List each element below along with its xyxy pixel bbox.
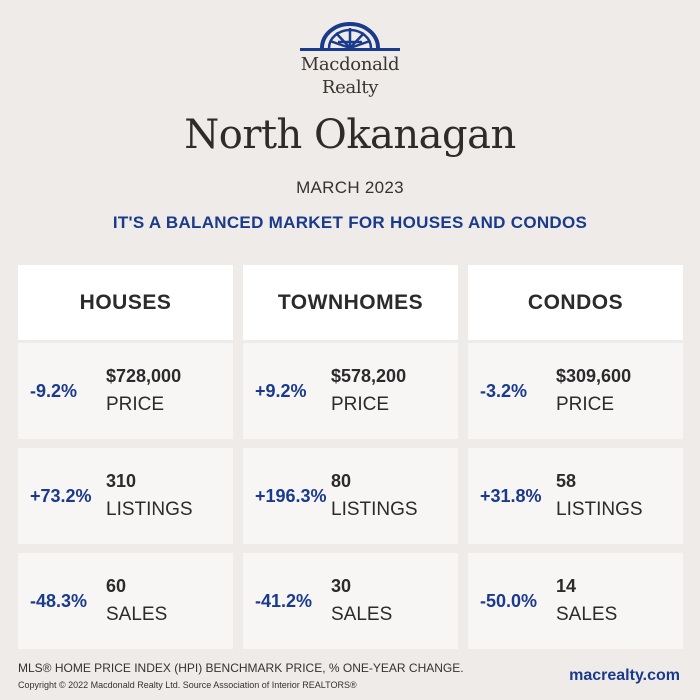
report-date: MARCH 2023 bbox=[296, 178, 404, 197]
change-percent: +196.3% bbox=[255, 485, 327, 506]
stat-value: $578,200 bbox=[331, 366, 407, 386]
column-heading: HOUSES bbox=[18, 265, 233, 340]
change-percent: -48.3% bbox=[30, 590, 88, 611]
stat-label: PRICE bbox=[556, 394, 615, 415]
stat-card-listings: +31.8% 58 LISTINGS bbox=[468, 448, 683, 544]
stat-card-price: -9.2% $728,000 PRICE bbox=[18, 343, 233, 439]
change-percent: -9.2% bbox=[30, 380, 78, 401]
column-heading: TOWNHOMES bbox=[243, 265, 458, 340]
stat-label: SALES bbox=[556, 604, 618, 625]
stat-card-listings: +73.2% 310 LISTINGS bbox=[18, 448, 233, 544]
change-percent: -3.2% bbox=[480, 380, 528, 401]
stat-label: LISTINGS bbox=[331, 499, 418, 520]
stat-value: 58 bbox=[556, 471, 577, 491]
page-title: North Okanagan bbox=[184, 112, 516, 158]
column-heading: CONDOS bbox=[468, 265, 683, 340]
stat-value: 30 bbox=[331, 576, 352, 596]
houses-column: HOUSES -9.2% $728,000 PRICE +73.2% 310 LIS… bbox=[18, 265, 233, 649]
stat-value: $309,600 bbox=[556, 366, 632, 386]
stat-label: PRICE bbox=[106, 394, 165, 415]
logo-text-line1: Macdonald bbox=[300, 54, 400, 75]
stat-label: LISTINGS bbox=[106, 499, 193, 520]
footer-note: MLS® HOME PRICE INDEX (HPI) BENCHMARK PR… bbox=[18, 661, 464, 675]
logo-text-line2: Realty bbox=[321, 77, 379, 98]
stat-card-listings: +196.3% 80 LISTINGS bbox=[243, 448, 458, 544]
change-percent: +73.2% bbox=[30, 485, 92, 506]
brand-logo: Macdonald Realty bbox=[0, 22, 700, 98]
stat-value: $728,000 bbox=[106, 366, 182, 386]
sunburst-arch-logo-icon bbox=[300, 22, 400, 51]
change-percent: +9.2% bbox=[255, 380, 307, 401]
stat-card-price: -3.2% $309,600 PRICE bbox=[468, 343, 683, 439]
market-headline: IT'S A BALANCED MARKET FOR HOUSES AND CO… bbox=[112, 213, 588, 232]
stat-value: 60 bbox=[106, 576, 127, 596]
stat-card-sales: -48.3% 60 SALES bbox=[18, 553, 233, 649]
stat-value: 80 bbox=[331, 471, 352, 491]
townhomes-column: TOWNHOMES +9.2% $578,200 PRICE +196.3% 80… bbox=[243, 265, 458, 649]
change-percent: -50.0% bbox=[480, 590, 538, 611]
stat-value: 310 bbox=[106, 471, 137, 491]
stat-label: SALES bbox=[106, 604, 168, 625]
stat-card-sales: -50.0% 14 SALES bbox=[468, 553, 683, 649]
website-link[interactable]: macrealty.com bbox=[569, 667, 680, 684]
stat-label: PRICE bbox=[331, 394, 390, 415]
footer-copyright: Copyright © 2022 Macdonald Realty Ltd. S… bbox=[18, 680, 357, 690]
change-percent: +31.8% bbox=[480, 485, 542, 506]
stat-card-price: +9.2% $578,200 PRICE bbox=[243, 343, 458, 439]
condos-column: CONDOS -3.2% $309,600 PRICE +31.8% 58 LIST… bbox=[468, 265, 683, 649]
stat-label: SALES bbox=[331, 604, 393, 625]
stat-card-sales: -41.2% 30 SALES bbox=[243, 553, 458, 649]
stat-value: 14 bbox=[556, 576, 577, 596]
stat-label: LISTINGS bbox=[556, 499, 643, 520]
change-percent: -41.2% bbox=[255, 590, 313, 611]
